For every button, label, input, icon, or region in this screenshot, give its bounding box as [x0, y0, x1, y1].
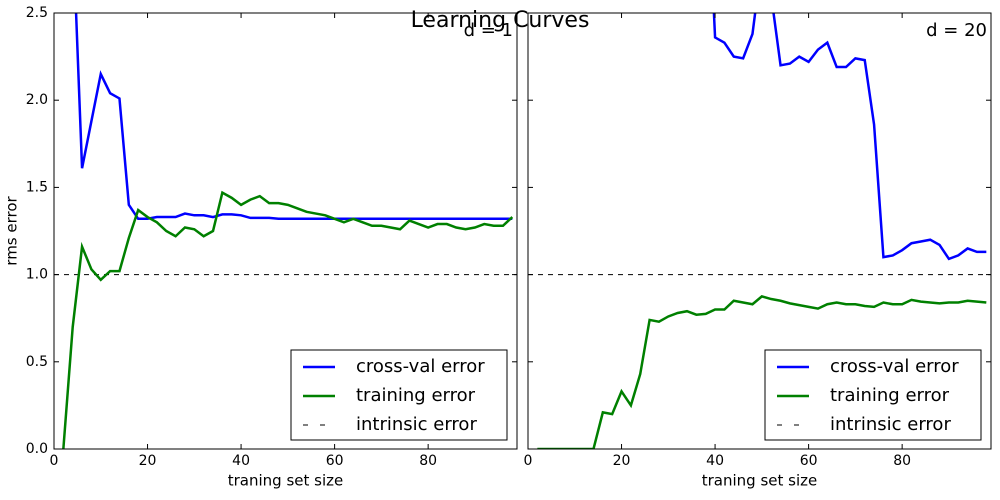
x-tick-label: 20 [613, 453, 631, 469]
y-tick-label: 2.0 [26, 92, 48, 108]
y-tick-label: 1.0 [26, 267, 48, 283]
x-tick-label: 20 [139, 453, 157, 469]
series-line [74, 13, 513, 221]
x-axis-label: traning set size [228, 472, 344, 490]
figure-title: Learning Curves [411, 8, 590, 33]
y-axis-label: rms error [3, 195, 21, 265]
y-tick-label: 2.5 [26, 5, 48, 21]
legend-label: training error [830, 385, 950, 406]
legend-label: intrinsic error [830, 414, 951, 435]
series-line [537, 295, 987, 449]
y-tick-label: 1.5 [26, 179, 48, 195]
x-tick-label: 80 [893, 453, 911, 469]
annotation: d = 20 [926, 20, 987, 41]
series-line [712, 13, 987, 261]
x-tick-label: 60 [326, 453, 344, 469]
annotation: d = 1 [464, 20, 513, 41]
legend-label: intrinsic error [356, 414, 477, 435]
series-line [62, 190, 514, 449]
x-axis-label: traning set size [702, 472, 818, 490]
x-tick-label: 40 [232, 453, 250, 469]
x-tick-label: 60 [800, 453, 818, 469]
y-tick-label: 0.5 [26, 354, 48, 370]
axes-frame [527, 12, 992, 450]
legend-box [290, 349, 508, 441]
legend-label: training error [356, 385, 476, 406]
x-tick-label: 40 [706, 453, 724, 469]
x-tick-label: 80 [419, 453, 437, 469]
axes-frame [53, 12, 518, 450]
plot-area [54, 13, 517, 449]
plot-area [528, 13, 991, 449]
legend-label: cross-val error [356, 356, 485, 377]
x-tick-label: 0 [50, 453, 59, 469]
legend-label: cross-val error [830, 356, 959, 377]
x-tick-label: 0 [524, 453, 533, 469]
y-tick-label: 0.0 [26, 441, 48, 457]
